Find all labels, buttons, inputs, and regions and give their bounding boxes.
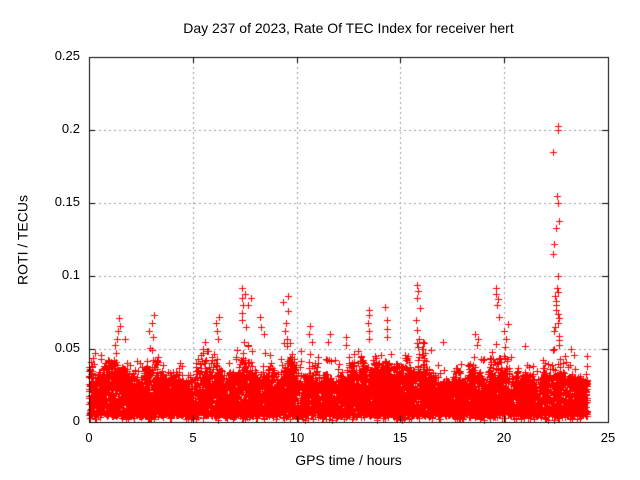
x-tick-label-25: 25: [600, 430, 616, 445]
chart-title: Day 237 of 2023, Rate Of TEC Index for r…: [183, 20, 514, 36]
x-tick-label-10: 10: [289, 430, 305, 445]
y-tick-label-0.05: 0.05: [54, 340, 80, 355]
y-tick-label-0: 0: [72, 413, 80, 428]
x-tick-label-20: 20: [496, 430, 512, 445]
y-tick-label-0.15: 0.15: [54, 194, 80, 209]
x-tick-label-5: 5: [189, 430, 197, 445]
x-axis-label: GPS time / hours: [295, 452, 402, 468]
x-tick-label-0: 0: [85, 430, 93, 445]
y-axis-label: ROTI / TECUs: [14, 195, 31, 285]
y-tick-label-0.1: 0.1: [61, 267, 80, 282]
y-tick-label-0.2: 0.2: [61, 121, 80, 136]
y-tick-label-0.25: 0.25: [54, 48, 80, 63]
x-tick-label-15: 15: [392, 430, 408, 445]
